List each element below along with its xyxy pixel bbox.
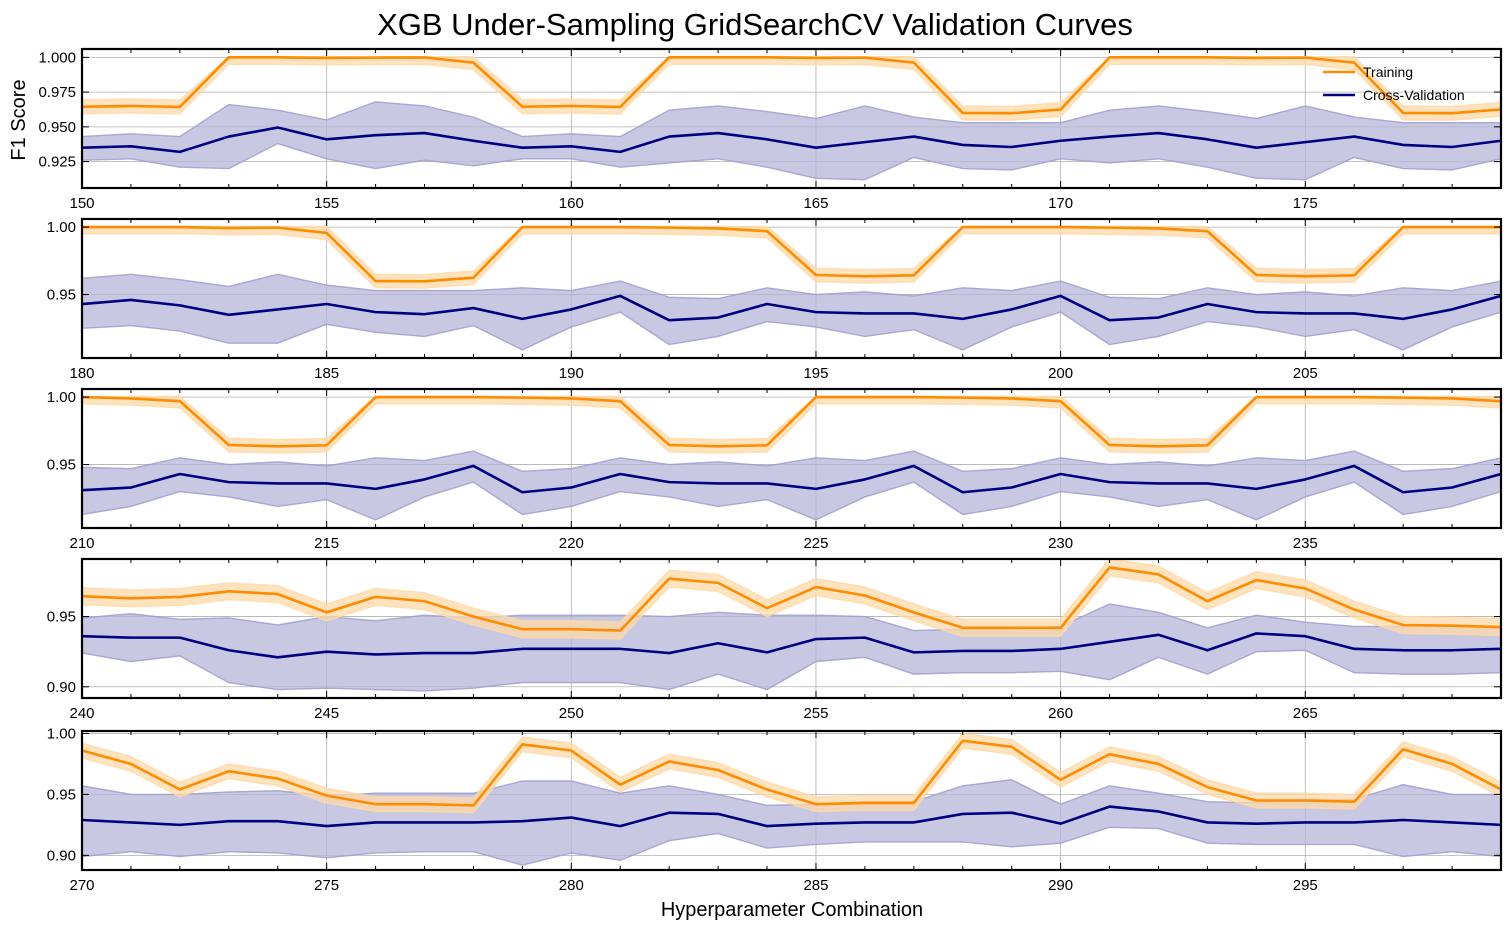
y-tick-label: 0.975 <box>38 84 76 101</box>
cv-line <box>82 294 1501 322</box>
x-tick-label: 195 <box>803 365 828 382</box>
y-tick-label: 0.95 <box>47 287 76 304</box>
x-tick-label: 150 <box>69 195 94 212</box>
subplot-frame <box>80 557 1503 700</box>
x-tick-label: 165 <box>803 195 828 212</box>
subplot-1: 150 155 160 165 170 175 0.925 0.950 0.975 1.000 <box>38 47 1503 212</box>
x-tick-label: 180 <box>69 365 94 382</box>
y-tick-label: 0.95 <box>47 786 76 803</box>
training-line <box>82 566 1501 632</box>
x-tick-label: 200 <box>1048 365 1073 382</box>
x-tick-label: 260 <box>1048 705 1073 722</box>
x-tick-label: 250 <box>559 705 584 722</box>
x-tick-label: 185 <box>314 365 339 382</box>
x-tick-label: 225 <box>803 535 828 552</box>
x-tick-label: 290 <box>1048 877 1073 894</box>
y-tick-label: 0.950 <box>38 119 76 136</box>
plot-area <box>82 559 1501 692</box>
plot-area <box>82 395 1501 521</box>
x-tick-label: 175 <box>1293 195 1318 212</box>
subplot-4: 240 245 250 255 260 265 0.90 0.95 <box>47 557 1503 722</box>
y-tick-label: 1.000 <box>38 49 76 66</box>
y-tick-label: 1.00 <box>47 725 76 742</box>
y-tick-label: 0.90 <box>47 847 76 864</box>
x-tick-label: 230 <box>1048 535 1073 552</box>
subplot-5: 270 275 280 285 290 295 0.90 0.95 1.00 <box>47 725 1503 894</box>
x-tick-label: 235 <box>1293 535 1318 552</box>
chart-title: XGB Under-Sampling GridSearchCV Validati… <box>377 7 1133 42</box>
x-tick-label: 215 <box>314 535 339 552</box>
cv-line <box>82 632 1501 659</box>
legend-training-label: Training <box>1363 64 1413 80</box>
subplot-frame <box>80 387 1503 530</box>
cv-line <box>82 805 1501 828</box>
y-axis-label: F1 Score <box>8 79 30 160</box>
training-line <box>82 395 1501 448</box>
x-tick-label: 265 <box>1293 705 1318 722</box>
subplot-3: 210 215 220 225 230 235 0.95 1.00 <box>47 387 1503 552</box>
cv-std-band <box>82 273 1501 351</box>
y-tick-label: 0.95 <box>47 457 76 474</box>
y-tick-label: 0.90 <box>47 679 76 696</box>
cv-line <box>82 126 1501 154</box>
x-axis-label: Hyperparameter Combination <box>661 899 923 921</box>
x-tick-label: 210 <box>69 535 94 552</box>
x-tick-label: 190 <box>559 365 584 382</box>
subplot-frame <box>80 47 1503 190</box>
cv-std-band <box>82 101 1501 181</box>
subplots: 150 155 160 165 170 175 0.925 0.950 0.975 1.000 18… <box>38 47 1503 894</box>
x-tick-label: 155 <box>314 195 339 212</box>
x-tick-label: 205 <box>1293 365 1318 382</box>
subplot-frame <box>80 217 1503 360</box>
plot-area <box>82 55 1501 181</box>
cv-line <box>82 464 1501 494</box>
x-tick-label: 275 <box>314 877 339 894</box>
plot-area <box>82 225 1501 351</box>
x-tick-label: 240 <box>69 705 94 722</box>
x-tick-label: 295 <box>1293 877 1318 894</box>
plot-area <box>82 732 1501 866</box>
x-tick-label: 255 <box>803 705 828 722</box>
x-tick-label: 285 <box>803 877 828 894</box>
y-tick-label: 1.00 <box>47 389 76 406</box>
y-tick-label: 0.925 <box>38 154 76 171</box>
x-tick-label: 170 <box>1048 195 1073 212</box>
training-line <box>82 56 1501 115</box>
training-std-band <box>82 395 1501 454</box>
y-tick-label: 1.00 <box>47 219 76 236</box>
legend-cv-label: Cross-Validation <box>1363 87 1465 103</box>
y-tick-label: 0.95 <box>47 609 76 626</box>
x-tick-label: 280 <box>559 877 584 894</box>
legend: Training Cross-Validation <box>1323 64 1465 103</box>
x-tick-label: 245 <box>314 705 339 722</box>
x-tick-label: 220 <box>559 535 584 552</box>
training-line <box>82 739 1501 807</box>
cv-std-band <box>82 603 1501 692</box>
x-tick-label: 160 <box>559 195 584 212</box>
subplot-frame <box>80 729 1503 872</box>
x-tick-label: 270 <box>69 877 94 894</box>
subplot-2: 180 185 190 195 200 205 0.95 1.00 <box>47 217 1503 382</box>
training-line <box>82 225 1501 283</box>
